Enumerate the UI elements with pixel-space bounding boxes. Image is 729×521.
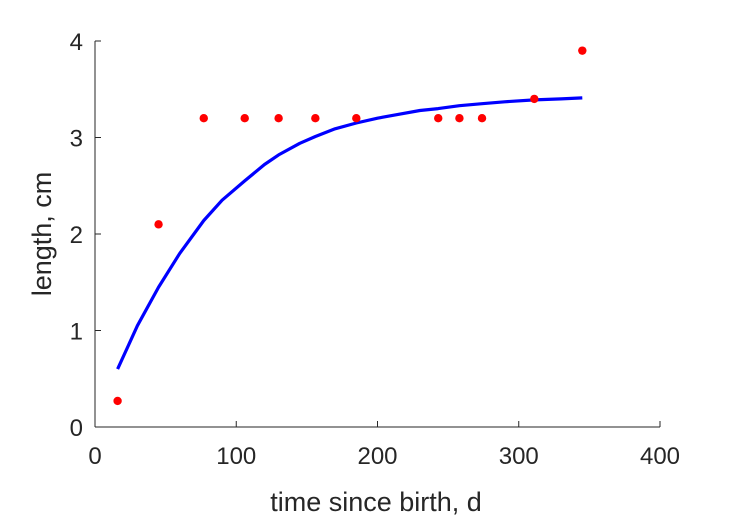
data-point [154,220,163,229]
data-point [530,94,539,104]
x-tick-label: 0 [88,443,101,470]
data-point [199,114,208,123]
y-axis-label: length, cm [27,172,57,297]
axes: 0 100 200 300 400 0 1 2 3 4 [70,29,680,470]
data-point [113,396,122,406]
y-tick-label: 2 [70,222,83,249]
data-point [578,46,587,55]
y-tick-label: 0 [70,415,83,442]
data-point [311,114,320,123]
data-point [240,114,249,123]
data-point [352,114,361,123]
y-tick-label: 3 [70,126,83,153]
y-tick-label: 4 [70,29,83,56]
data-point [455,114,464,123]
data-point [477,114,487,123]
plot-area [113,46,587,406]
data-point [434,114,443,123]
x-tick-label: 300 [499,443,539,470]
y-tick-label: 1 [70,319,83,346]
x-tick-label: 200 [357,443,397,470]
fit-curve [116,96,583,370]
x-tick-label: 400 [640,443,680,470]
x-tick-label: 100 [216,443,256,470]
data-point [274,114,283,123]
x-axis-label: time since birth, d [270,487,482,517]
